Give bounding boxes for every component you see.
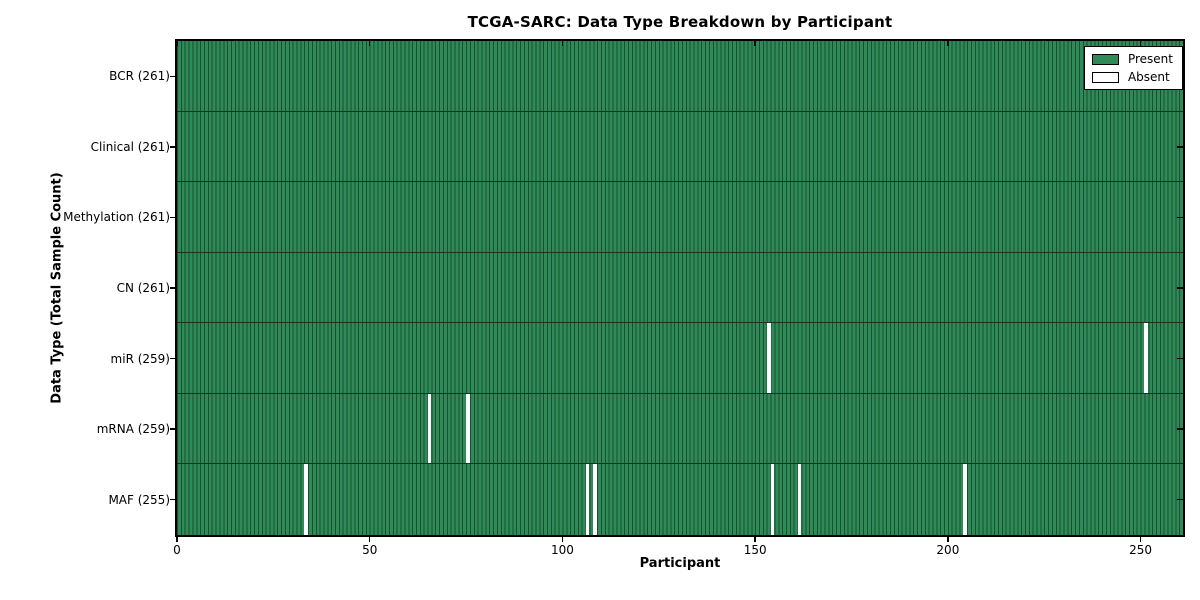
x-tick-top	[947, 41, 949, 46]
x-tick-top	[368, 41, 371, 46]
absent-gap	[585, 464, 590, 535]
y-tick-left	[170, 75, 177, 78]
x-tick-top	[1139, 41, 1142, 46]
x-tick-label: 200	[936, 543, 960, 557]
legend-swatch-present	[1091, 53, 1119, 65]
plot-area	[177, 41, 1183, 535]
y-tick-left	[170, 146, 177, 148]
y-tick-right	[1177, 287, 1183, 289]
absent-gap	[466, 393, 470, 464]
x-tick-bottom	[176, 536, 178, 542]
legend-item-absent: Absent	[1091, 70, 1173, 84]
y-tick-label: CN (261)	[116, 281, 170, 295]
absent-gap	[797, 464, 802, 535]
row-band-mir	[177, 323, 1183, 394]
y-tick-label: miR (259)	[110, 351, 170, 366]
x-tick-top	[561, 41, 564, 46]
legend-label: Absent	[1127, 70, 1170, 84]
y-axis-title: Data Type (Total Sample Count)	[49, 172, 65, 404]
y-tick-right	[1177, 357, 1183, 360]
y-tick-left	[170, 428, 177, 430]
x-axis-title: Participant	[639, 556, 721, 571]
absent-gap	[963, 464, 968, 535]
legend-swatch-absent	[1091, 71, 1119, 83]
legend: Present Absent	[1083, 46, 1183, 90]
x-tick-label: 100	[550, 543, 574, 557]
x-tick-bottom	[561, 536, 564, 542]
y-tick-label: MAF (255)	[108, 492, 170, 507]
chart-title: TCGA-SARC: Data Type Breakdown by Partic…	[467, 13, 893, 31]
y-tick-label: mRNA (259)	[96, 422, 170, 437]
y-tick-left	[170, 287, 177, 289]
x-tick-bottom	[947, 536, 949, 542]
x-tick-label: 250	[1129, 543, 1153, 557]
absent-gap	[1144, 323, 1149, 393]
row-band-methylation	[177, 182, 1183, 253]
row-band-mrna	[177, 393, 1183, 465]
y-tick-right	[1177, 428, 1183, 430]
absent-gap	[304, 464, 309, 535]
y-tick-label: Methylation (261)	[63, 210, 170, 225]
legend-item-present: Present	[1091, 52, 1173, 66]
absent-gap	[427, 393, 432, 464]
absent-gap	[766, 323, 771, 393]
x-tick-top	[754, 41, 756, 46]
row-band-maf	[177, 464, 1183, 535]
row-band-bcr	[177, 41, 1183, 112]
row-band-clinical	[177, 111, 1183, 183]
x-tick-label: 0	[173, 543, 181, 557]
x-tick-top	[176, 41, 178, 46]
x-tick-label: 50	[362, 543, 378, 557]
row-band-cn	[177, 252, 1183, 324]
y-tick-right	[1177, 216, 1183, 219]
y-tick-left	[170, 498, 177, 501]
y-tick-right	[1177, 146, 1183, 148]
y-tick-left	[170, 357, 177, 360]
x-tick-label: 150	[743, 543, 767, 557]
absent-gap	[593, 464, 598, 535]
x-tick-bottom	[1139, 536, 1142, 542]
x-tick-bottom	[754, 536, 756, 542]
y-tick-label: Clinical (261)	[90, 139, 170, 154]
y-tick-left	[170, 216, 177, 219]
y-tick-right	[1177, 498, 1183, 501]
x-tick-bottom	[368, 536, 371, 542]
y-tick-label: BCR (261)	[109, 69, 170, 84]
absent-gap	[770, 464, 775, 535]
legend-label: Present	[1127, 52, 1173, 66]
